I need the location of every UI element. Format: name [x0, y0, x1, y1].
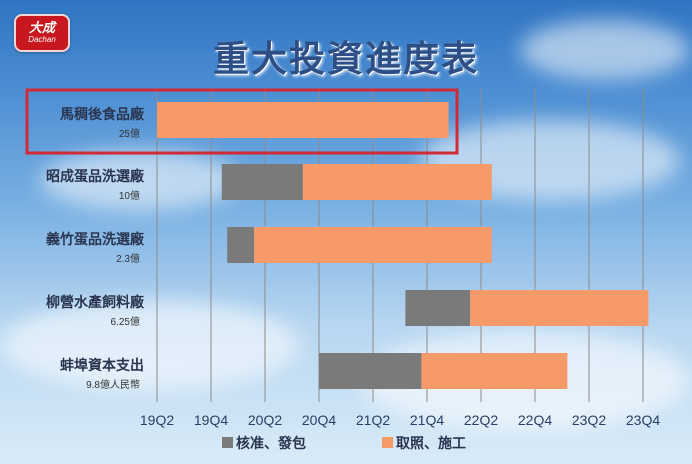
- x-tick-label: 23Q4: [626, 412, 660, 428]
- x-tick-label: 21Q4: [410, 412, 444, 428]
- legend: 核准、發包 取照、施工: [222, 435, 466, 452]
- row-amount: 10億: [119, 189, 140, 202]
- row-label: 柳營水產飼料廠: [46, 294, 145, 311]
- x-tick-label: 22Q4: [518, 412, 552, 428]
- x-tick-label: 22Q2: [464, 412, 498, 428]
- cloud: [0, 300, 300, 390]
- row-label: 昭成蛋品洗選廠: [46, 168, 145, 185]
- dachan-logo: 大成 Dachan: [14, 14, 70, 52]
- bar-build: [157, 102, 449, 138]
- legend-label: 取照、施工: [396, 435, 466, 452]
- grid-lines: [156, 88, 644, 402]
- bar-prep: [221, 164, 303, 200]
- legend-swatch: [222, 437, 233, 448]
- chart-row: 馬稠後食品廠 25億: [25, 88, 459, 155]
- x-tick-label: 20Q2: [248, 412, 282, 428]
- x-tick-label: 19Q4: [194, 412, 228, 428]
- row-amount: 6.25億: [111, 315, 140, 328]
- row-label: 義竹蛋品洗選廠: [46, 231, 145, 248]
- row-amount: 25億: [119, 127, 140, 140]
- page-title: 重大投資進度表: [212, 38, 479, 80]
- bar-prep: [405, 290, 471, 326]
- row-label: 蚌埠資本支出: [60, 357, 144, 374]
- cloud: [40, 150, 240, 210]
- chart-row: 柳營水產飼料廠 6.25億: [46, 290, 649, 328]
- bar-prep: [319, 353, 422, 389]
- cloud: [520, 20, 690, 80]
- logo-sub-text: Dachan: [28, 35, 56, 44]
- bar-build: [470, 290, 649, 326]
- x-axis-ticks: 19Q2 19Q4 20Q2 20Q4 21Q2 21Q4 22Q2 22Q4 23Q2 23Q4: [140, 412, 660, 428]
- x-tick-label: 19Q2: [140, 412, 174, 428]
- bar-build: [302, 164, 492, 200]
- x-tick-label: 23Q2: [572, 412, 606, 428]
- row-label: 馬稠後食品廠: [60, 106, 145, 123]
- bar-build: [421, 353, 568, 389]
- x-tick-label: 20Q4: [302, 412, 336, 428]
- row-amount: 2.3億: [116, 252, 140, 265]
- logo-main-text: 大成: [28, 21, 55, 36]
- x-tick-label: 21Q2: [356, 412, 390, 428]
- highlight-box: [25, 88, 459, 155]
- legend-swatch: [382, 437, 393, 448]
- chart-row: 蚌埠資本支出 9.8億人民幣: [60, 353, 568, 391]
- legend-label: 核准、發包: [236, 435, 306, 452]
- chart-row: 昭成蛋品洗選廠 10億: [46, 164, 492, 202]
- row-amount: 9.8億人民幣: [86, 378, 140, 391]
- bar-prep: [227, 227, 255, 263]
- bar-build: [254, 227, 492, 263]
- chart-row: 義竹蛋品洗選廠 2.3億: [46, 227, 492, 265]
